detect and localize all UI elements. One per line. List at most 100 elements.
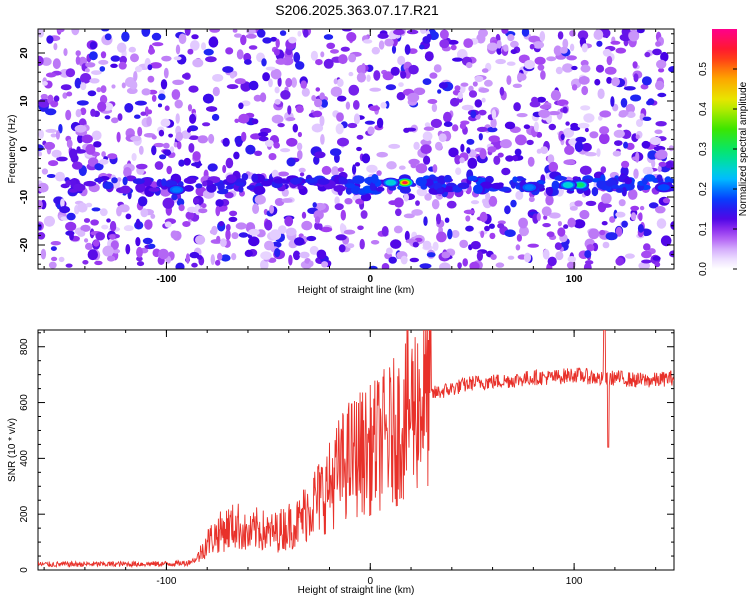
heatmap-cell	[526, 139, 534, 146]
heatmap-cell	[657, 92, 667, 98]
heatmap-cell	[240, 81, 252, 92]
heatmap-cell	[205, 106, 218, 112]
heatmap-cell	[220, 254, 231, 262]
heatmap-cell	[212, 74, 224, 82]
heatmap-cell	[294, 237, 305, 246]
heatmap-cell	[59, 206, 71, 214]
heatmap-cell	[188, 135, 200, 140]
heatmap-cell	[470, 200, 480, 205]
heatmap-cell	[620, 98, 628, 108]
heatmap-cell	[426, 252, 436, 258]
heatmap-cell	[192, 58, 204, 68]
heatmap-cell	[665, 161, 673, 169]
heatmap-cell	[430, 118, 442, 128]
heatmap-cell	[65, 221, 77, 232]
heatmap-cell	[660, 235, 672, 247]
heatmap-cell	[510, 49, 518, 55]
heatmap-cell	[130, 135, 142, 142]
heatmap-cell	[164, 149, 171, 156]
heatmap-cell	[335, 123, 344, 135]
heatmap-cell	[197, 135, 209, 144]
heatmap-cell	[357, 189, 366, 194]
heatmap-cell	[93, 141, 102, 148]
heatmap-cell	[612, 150, 622, 157]
heatmap-cell	[313, 155, 320, 165]
heatmap-cell	[270, 68, 282, 80]
heatmap-cell	[109, 220, 117, 232]
heatmap-cell	[57, 29, 65, 33]
heatmap-cell	[121, 31, 130, 42]
heatmap-hotspot	[577, 183, 584, 187]
heatmap-cell	[424, 122, 431, 128]
heatmap-cell	[48, 261, 57, 269]
heatmap-cell	[171, 193, 178, 201]
heatmap-cell	[171, 89, 181, 100]
heatmap-cell	[563, 159, 576, 165]
heatmap-cell	[38, 129, 44, 139]
heatmap-cell	[584, 250, 592, 259]
heatmap-cell	[436, 187, 444, 194]
heatmap-cell	[575, 136, 587, 143]
heatmap-cell	[495, 58, 506, 65]
heatmap-cell	[601, 193, 612, 204]
heatmap-cell	[254, 194, 266, 205]
heatmap-cell	[38, 151, 43, 157]
heatmap-cell	[501, 167, 511, 176]
heatmap-hotspot	[403, 181, 407, 184]
heatmap-cell	[229, 210, 238, 217]
heatmap-cell	[238, 232, 249, 238]
heatmap-cell	[360, 193, 372, 202]
heatmap-cell	[433, 64, 442, 73]
heatmap-cell	[427, 99, 438, 104]
heatmap-cell	[80, 224, 91, 232]
heatmap-cell	[574, 200, 583, 207]
heatmap-cell	[459, 122, 466, 130]
heatmap-cell	[288, 36, 297, 44]
heatmap-cell	[285, 227, 297, 236]
heatmap-cell	[533, 121, 539, 132]
heatmap-cell	[292, 123, 298, 133]
heatmap-hotspot	[172, 187, 182, 193]
heatmap-cell	[635, 151, 640, 163]
heatmap-cell	[118, 204, 130, 213]
heatmap-cell	[91, 130, 102, 141]
heatmap-cell	[94, 163, 104, 171]
heatmap-cell	[281, 198, 293, 203]
heatmap-cell	[452, 57, 463, 62]
heatmap-cell	[426, 33, 432, 41]
y-tick-label: 800	[19, 338, 30, 355]
heatmap-cell	[191, 262, 198, 268]
heatmap-cell	[173, 56, 182, 61]
heatmap-cell	[205, 56, 217, 63]
y-axis-label: Frequency (Hz)	[7, 115, 18, 184]
heatmap-cell	[655, 41, 662, 47]
heatmap-cell	[584, 127, 589, 133]
heatmap-cell	[636, 119, 643, 127]
heatmap-cell	[92, 239, 100, 247]
heatmap-cell	[319, 92, 326, 100]
x-tick-label: 100	[566, 274, 583, 285]
heatmap-cell	[539, 31, 546, 42]
heatmap-cell	[301, 87, 310, 97]
heatmap-cell	[163, 142, 170, 149]
heatmap-cell	[216, 235, 221, 243]
heatmap-cell	[314, 216, 321, 224]
heatmap-cell	[630, 205, 640, 211]
heatmap-cell	[80, 73, 92, 84]
heatmap-cell	[472, 81, 478, 87]
heatmap-cell	[336, 112, 344, 122]
heatmap-cell	[45, 108, 57, 116]
heatmap-cell	[621, 220, 628, 228]
heatmap-cell	[273, 48, 280, 56]
y-axis-label: SNR (10 * v/v)	[7, 418, 18, 482]
heatmap-cell	[232, 29, 238, 33]
heatmap-cell	[182, 73, 190, 79]
heatmap-cell	[580, 64, 591, 73]
heatmap-cell	[339, 223, 345, 233]
heatmap-cell	[101, 151, 106, 158]
heatmap-cell	[144, 219, 153, 230]
heatmap-cell	[85, 242, 93, 250]
heatmap-cell	[400, 70, 407, 79]
heatmap-cell	[580, 59, 589, 67]
heatmap-cell	[484, 225, 490, 232]
